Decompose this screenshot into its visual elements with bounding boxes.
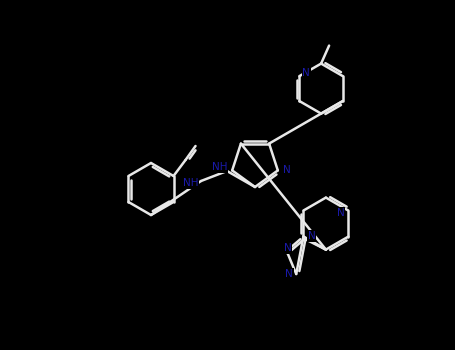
Text: N: N <box>308 231 315 241</box>
Text: N: N <box>303 68 310 78</box>
Text: N: N <box>285 269 293 279</box>
Text: N: N <box>284 243 292 253</box>
Text: NH: NH <box>182 178 198 188</box>
Text: N: N <box>337 208 344 218</box>
Text: N: N <box>283 166 291 175</box>
Text: NH: NH <box>212 162 227 173</box>
